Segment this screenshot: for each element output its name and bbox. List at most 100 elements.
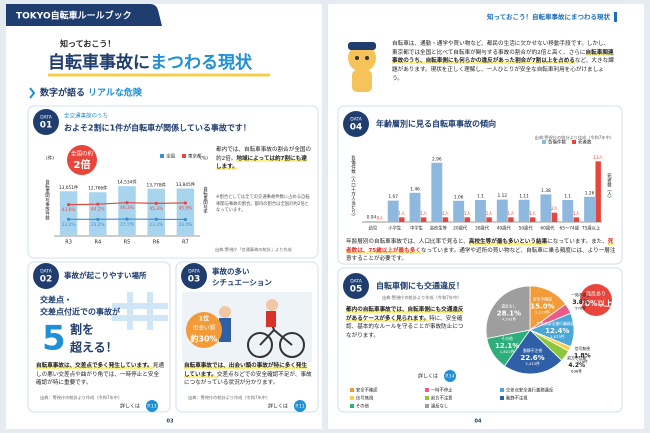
bar-label: 1人: [507, 211, 515, 217]
slice-value: 3.8%: [572, 299, 589, 306]
slice-value: 28.1%: [497, 310, 521, 318]
slice-value: 12.1%: [495, 342, 519, 350]
body-text: 見通しの悪い交差点や曲がり角では、一時停止と安全確認が特に重要です。: [36, 363, 164, 387]
legend-swatch: [350, 388, 354, 392]
more: 詳しくは: [120, 403, 140, 410]
point: [96, 202, 100, 206]
legend-swatch: [542, 140, 546, 144]
bar-label: 13人: [593, 155, 603, 161]
slice-count: 4,243件: [502, 317, 517, 322]
bar: [562, 200, 574, 222]
main-title-b: まつわる現状: [150, 52, 253, 73]
point: [183, 217, 187, 222]
y-axis-label: 負傷件数（人口十万人当たり）: [351, 154, 356, 218]
page-link[interactable]: P.13: [146, 400, 158, 412]
big-tail: 超える！: [69, 340, 118, 355]
data03-title: シチュエーション: [212, 278, 272, 287]
page-link[interactable]: P.14: [444, 370, 456, 382]
source: 出典:警視庁の統計より作成（令和7年中）: [535, 134, 614, 141]
slice-count: 3,415件: [525, 361, 540, 366]
bar-label: 1人: [486, 211, 494, 217]
badge-03: DATA 03: [181, 263, 207, 289]
x-tick-label: 小学生: [388, 225, 402, 232]
data01-body: 都内では、自転車事故の割合が全国の約2倍。地域によっては約7割にも達します。: [216, 146, 312, 172]
slice-name: 一時不停止: [571, 293, 590, 298]
x-tick-label: 75歳以上: [582, 225, 601, 232]
subtitle-b: リアルな危険: [88, 87, 143, 99]
slice-count: 1,873件: [550, 334, 565, 339]
point: [67, 203, 71, 207]
header-tab: [6, 4, 162, 26]
bar-label: 1人: [398, 211, 406, 217]
slice-name: その他: [501, 336, 513, 341]
intro: 自転車は、通勤・通学や買い物など、都民の生活に欠かせない移動手段です。しかし、東…: [392, 40, 614, 83]
body-text: 都内では、自転車事故の割合が全国の約2倍。: [216, 147, 312, 162]
point: [125, 201, 129, 205]
point: [183, 201, 187, 205]
intro-text: など、大きな課題があります。現状を正しく理解し、一人ひとりが安全な自転車利用を心…: [392, 58, 614, 82]
bar: [595, 161, 601, 222]
chevron: [29, 87, 36, 99]
bar: [464, 217, 470, 222]
bar-label: 13,778件: [147, 181, 167, 188]
bar-label: 1人: [529, 211, 537, 217]
y2-axis-unit: (%): [200, 156, 208, 162]
slice-count: 279件: [577, 359, 588, 364]
point-label: 23.2%: [91, 222, 105, 228]
slice-value: 1.8%: [574, 353, 591, 360]
bar: [89, 192, 107, 236]
lead: 交差点・: [40, 295, 72, 305]
legend-label: 一時不停止: [431, 387, 453, 394]
x-tick-label: 40歳代: [497, 225, 512, 232]
bar-label: 12,766件: [88, 185, 108, 192]
point-label: 23.2%: [62, 222, 76, 228]
x-tick-label: 60歳代: [540, 225, 555, 232]
page-number: 03: [167, 419, 174, 425]
x-tick-label: 幼児: [369, 225, 378, 232]
bar-label: 1.38: [541, 188, 551, 194]
page-ref[interactable]: P.11: [295, 404, 304, 410]
data05-title: 自転車側にも交通違反！: [376, 281, 464, 291]
point: [154, 201, 158, 205]
badge-number: 02: [40, 275, 53, 285]
page-ref[interactable]: P.13: [147, 404, 156, 410]
bar-label: 1人: [573, 211, 581, 217]
bar-label: 1人: [442, 211, 450, 217]
slice-name: 安全不確認: [533, 297, 552, 302]
page-ref[interactable]: P.14: [445, 374, 454, 380]
body-text: 年齢層別の自転車事故では、人口比率で見ると、: [346, 239, 469, 245]
slice-name: 交差点安全進行義務違反: [536, 321, 578, 326]
bar: [551, 212, 558, 222]
legend-swatch: [500, 388, 504, 392]
body-text: 交差点などでの安全確認不足が、事故につながっている状況が分かります。: [184, 371, 312, 387]
legend-label: その他: [356, 403, 370, 410]
point-label: 23.0%: [179, 222, 193, 228]
pie-slice: [504, 329, 563, 375]
slice-count: 1,822件: [500, 349, 515, 354]
mascot: [348, 42, 376, 92]
point-label: 45.3%: [149, 206, 163, 212]
source: 出典：警視庁の統計より作成（令和7年中）: [188, 394, 270, 401]
more: 詳しくは: [418, 373, 438, 380]
x-tick-label: 20歳代: [453, 225, 468, 232]
bar-label: 1.26: [585, 190, 595, 196]
rank-badge: 1位 出会い頭 約30%: [186, 312, 222, 348]
bar-label: 0人: [376, 216, 384, 222]
bar-label: 1.1: [564, 194, 571, 200]
point: [96, 217, 100, 221]
point-label: 23.5%: [120, 222, 134, 228]
bar: [387, 200, 399, 222]
bar: [518, 199, 530, 222]
badge-number: 04: [350, 123, 363, 133]
slice-value: 22.6%: [520, 354, 544, 362]
bar-label: 2人: [551, 206, 559, 212]
badge-number: 03: [188, 275, 201, 285]
point: [154, 217, 158, 221]
x-tick-label: 高校生等: [430, 225, 448, 232]
intro-text: 自転車は、通勤・通学や買い物など、都民の生活に欠かせない移動手段です。しかし、東…: [392, 41, 610, 56]
bar: [176, 188, 195, 236]
bar: [573, 217, 580, 222]
page-link[interactable]: P.11: [294, 400, 306, 412]
legend-label: 負傷件数: [548, 139, 566, 146]
